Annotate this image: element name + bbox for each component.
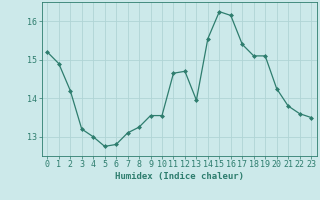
X-axis label: Humidex (Indice chaleur): Humidex (Indice chaleur) <box>115 172 244 181</box>
